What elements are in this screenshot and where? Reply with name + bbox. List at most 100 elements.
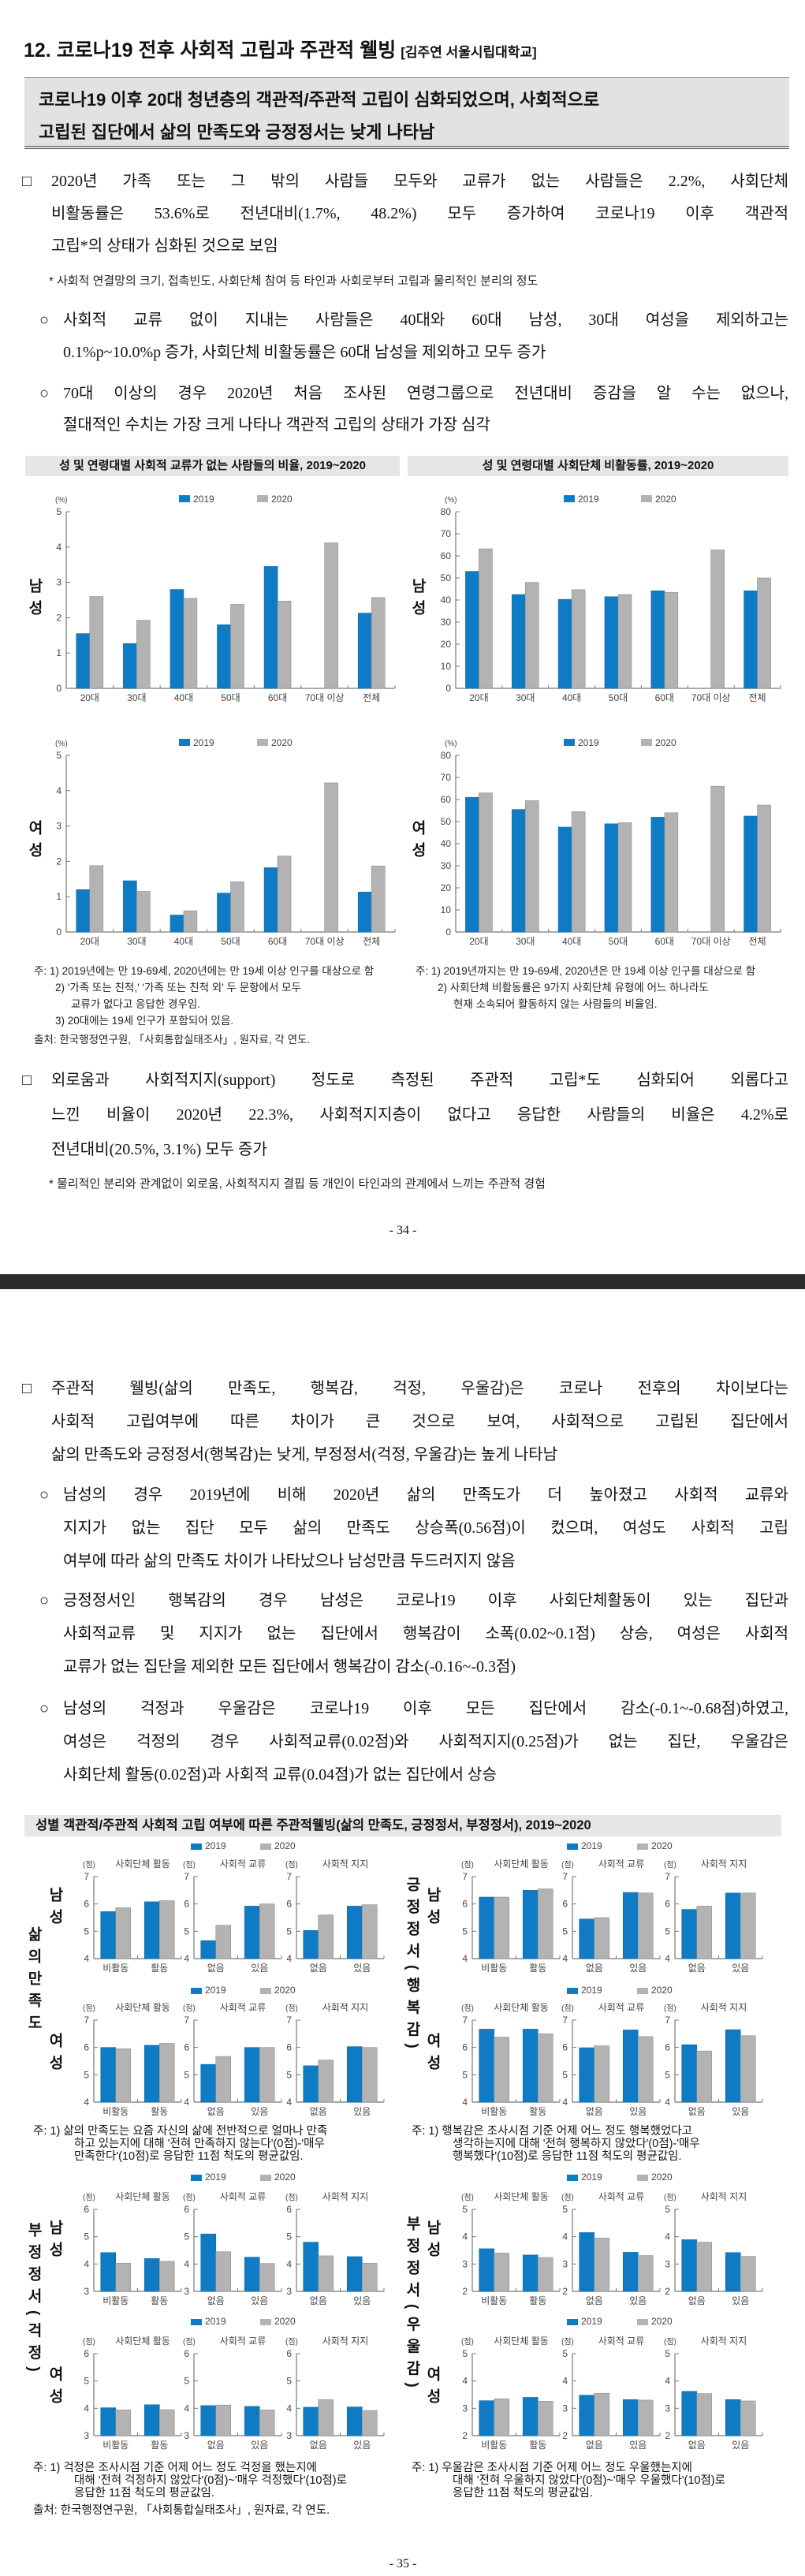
x-tick-label: 전체	[363, 936, 380, 947]
chart-source: 출처: 한국행정연구원, 「사회통합실태조사」, 원자료, 각 연도.	[33, 2504, 330, 2517]
gender-label-male: 남성	[409, 578, 426, 622]
x-tick-label: 비활동	[481, 2295, 507, 2306]
bar-2019-활동	[522, 2029, 539, 2103]
y-tick-label: 6	[665, 1899, 670, 1910]
legend-swatch-2020	[257, 739, 268, 746]
y-tick-label: 6	[286, 2348, 292, 2359]
bar-2020-없음	[215, 2056, 232, 2103]
bar-2019-활동	[143, 2404, 160, 2436]
y-tick-label: 3	[184, 2286, 189, 2297]
x-tick-label: 70대 이상	[691, 936, 731, 947]
bar-2020-있음	[637, 2399, 654, 2436]
legend-swatch	[637, 1843, 648, 1850]
y-tick-label: 4	[562, 2097, 568, 2108]
x-tick-label: 있음	[629, 2106, 647, 2117]
bar-2019-비활동	[100, 2407, 117, 2436]
x-tick-label: 없음	[207, 2295, 225, 2306]
chart-note-line: 대해 '전혀 우울하지 않았다'(0점)~'매우 우울했다'(10점)로	[453, 2474, 725, 2487]
subplot-title: 사회적 지지	[701, 2192, 747, 2202]
bar-2019-전체	[744, 590, 758, 689]
subplot-title: 사회단체 활동	[115, 1859, 170, 1870]
y-unit-label: (점)	[83, 1860, 95, 1870]
x-tick-label: 30대	[127, 692, 146, 703]
bar-2020-비활동	[494, 1896, 510, 1959]
summary-box: 코로나19 이후 20대 청년층의 객관적/주관적 고립이 심화되었으며, 사회…	[24, 77, 789, 149]
gender-label: 남성	[424, 1887, 441, 1931]
bar-2019-20대	[465, 571, 479, 689]
bar-2019-있음	[346, 1906, 363, 1959]
y-tick-label: 2	[462, 2430, 468, 2441]
bar-2019-40대	[170, 915, 184, 933]
y-unit-label: (%)	[55, 496, 68, 505]
bar-2019-비활동	[479, 2029, 495, 2103]
y-tick-label: 4	[562, 1953, 568, 1964]
y-tick-label: 6	[286, 2204, 292, 2215]
gender-label: 여성	[47, 2033, 63, 2077]
bar-2020-전체	[757, 577, 771, 689]
subplot-title: 사회단체 활동	[494, 1859, 549, 1870]
gender-label-female: 여성	[409, 820, 426, 864]
bar-2020-있음	[361, 2262, 378, 2292]
y-tick-label: 5	[286, 1925, 292, 1937]
y-tick-label: 5	[84, 2231, 89, 2242]
bar-2019-활동	[143, 2045, 160, 2103]
bar-2019-50대	[217, 624, 231, 689]
paragraph-line: 외로움과 사회적지지(support) 정도로 측정된 주관적 고립*도 심화되…	[51, 1072, 788, 1089]
bar-2020-없음	[215, 2251, 232, 2292]
x-tick-label: 50대	[609, 936, 628, 947]
legend-item: 2020	[637, 1985, 673, 1996]
y-tick-label: 7	[84, 1871, 89, 1882]
y-tick-label: 3	[56, 821, 61, 832]
subplot-title: 사회적 지지	[322, 2003, 369, 2013]
paragraph-line: 2020년 가족 또는 그 밖의 사람들 모두와 교류가 없는 사람들은 2.2…	[51, 173, 788, 190]
bar-2020-비활동	[494, 2398, 510, 2436]
x-tick-label: 60대	[655, 936, 674, 947]
y-unit-label: (점)	[285, 2193, 298, 2202]
legend-swatch	[260, 2174, 271, 2181]
x-tick-label: 비활동	[481, 2106, 507, 2117]
bar-2019-있음	[244, 1906, 260, 1959]
bar-2019-없음	[579, 2047, 595, 2103]
y-tick-label: 3	[562, 2403, 568, 2414]
y-tick-label: 4	[184, 2258, 189, 2269]
legend-label: 2020	[651, 1985, 673, 1996]
section-title: 12. 코로나19 전후 사회적 고립과 주관적 웰빙 [김주연 서울시립대학교]	[24, 35, 537, 63]
y-tick-label: 40	[441, 595, 452, 606]
y-tick-label: 7	[562, 2015, 568, 2026]
x-tick-label: 40대	[562, 692, 581, 703]
legend-item: 2019	[191, 2172, 226, 2183]
x-tick-label: 없음	[688, 1963, 706, 1974]
y-tick-label: 1	[56, 647, 61, 658]
legend-item: 2019	[191, 2316, 226, 2327]
chart-header-isolation: 성 및 연령대별 사회적 교류가 없는 사람들의 비율, 2019~2020	[25, 456, 400, 476]
y-tick-label: 7	[286, 1871, 292, 1882]
y-tick-label: 0	[445, 683, 451, 694]
legend-swatch	[260, 1843, 271, 1850]
bar-2020-있음	[637, 1892, 654, 1959]
y-tick-label: 60	[441, 794, 452, 805]
gender-label: 남성	[47, 1887, 63, 1931]
chart-note-line: 2) '가족 또는 친척,' '가족 또는 친척 외' 두 문항에서 모두	[55, 982, 301, 993]
x-tick-label: 있음	[353, 2106, 371, 2117]
y-tick-label: 3	[286, 2430, 292, 2441]
x-tick-label: 비활동	[102, 2106, 129, 2117]
y-tick-label: 4	[56, 542, 61, 553]
y-tick-label: 3	[184, 2430, 189, 2441]
x-tick-label: 없음	[586, 2295, 603, 2306]
legend-swatch	[637, 1987, 648, 1994]
y-unit-label: (점)	[183, 2004, 196, 2013]
y-unit-label: (점)	[183, 1860, 196, 1870]
x-tick-label: 30대	[516, 692, 535, 703]
y-tick-label: 2	[56, 612, 61, 623]
chart-title-wellbeing: 성별 객관적/주관적 사회적 고립 여부에 따른 주관적웰빙(삶의 만족도, 긍…	[24, 1815, 781, 1836]
chart-note-line: 하고 있는지에 대해 '전혀 만족하지 않는다'(0점)-'매우	[74, 2138, 325, 2150]
x-tick-label: 없음	[207, 2440, 225, 2451]
measure-label-satisfaction: 삶의만족도	[25, 1926, 42, 2037]
chart-note-line: 주: 1) 삶의 만족도는 요즘 자신의 삶에 전반적으로 얼마나 만족	[33, 2125, 328, 2138]
square-bullet-icon: □	[22, 173, 32, 190]
bar-2020-비활동	[494, 2037, 510, 2103]
bar-2019-활동	[143, 2258, 160, 2292]
